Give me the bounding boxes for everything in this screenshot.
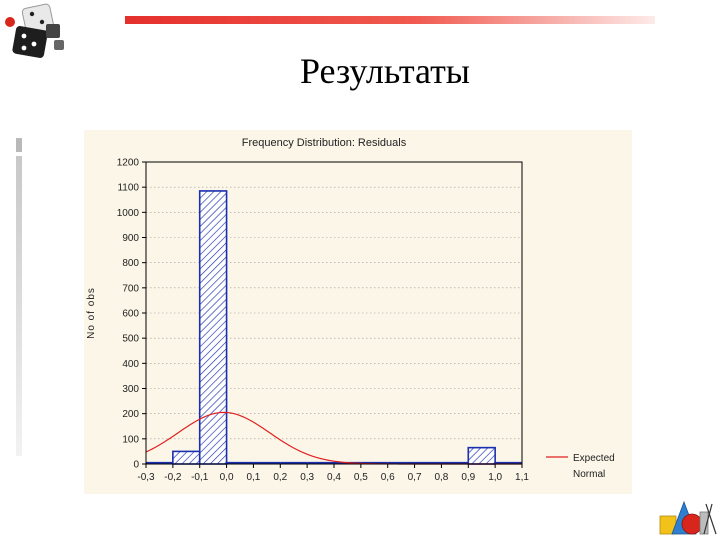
x-tick-label: 0,5 [354, 472, 368, 483]
x-tick-label: -0,3 [137, 472, 155, 483]
y-tick-label: 800 [122, 258, 139, 269]
y-axis-label: No of obs [86, 287, 97, 339]
chart-title: Frequency Distribution: Residuals [242, 137, 407, 149]
x-tick-label: 0,2 [273, 472, 287, 483]
legend-label-normal: Normal [573, 469, 605, 480]
x-tick-label: 0,9 [461, 472, 475, 483]
title-accent-bar [125, 16, 655, 24]
histogram-bar [467, 446, 496, 465]
x-tick-label: 0,4 [327, 472, 341, 483]
x-tick-label: -0,1 [191, 472, 209, 483]
y-tick-label: 100 [122, 434, 139, 445]
grid [146, 186, 522, 440]
y-tick-label: 0 [133, 460, 139, 471]
y-tick-label: 400 [122, 359, 139, 370]
geometry-shapes-icon [659, 500, 717, 535]
y-tick-label: 1100 [117, 183, 139, 194]
x-tick-label: 0,7 [408, 472, 422, 483]
x-tick-label: 0,1 [246, 472, 260, 483]
x-tick-label: 0,8 [434, 472, 448, 483]
x-tick-label: 1,1 [515, 472, 529, 483]
x-tick-label: 0,3 [300, 472, 314, 483]
histogram-bar [198, 190, 228, 465]
x-tick-label: 1,0 [488, 472, 502, 483]
x-tick-label: 0,6 [381, 472, 395, 483]
bars [146, 190, 522, 465]
y-tick-label: 500 [122, 334, 139, 345]
x-tick-label: 0,0 [220, 472, 234, 483]
slide-title: Результаты [300, 51, 470, 91]
chart-panel: Frequency Distribution: Residuals 0 100 20… [84, 130, 632, 494]
plot-frame [145, 161, 523, 465]
x-tick-label: -0,2 [164, 472, 182, 483]
y-tick-label: 700 [122, 283, 139, 294]
y-tick-label: 1000 [117, 208, 140, 219]
dice-icon [5, 3, 64, 58]
x-axis: -0,3 -0,2 -0,1 0,0 0,1 0,2 0,3 0,4 0,5 0,6 0,7 0,8 0… [137, 464, 529, 483]
y-tick-label: 1200 [117, 158, 140, 169]
histogram-chart: Frequency Distribution: Residuals 0 100 20… [86, 137, 615, 483]
legend-label-expected: Expected [573, 453, 615, 464]
y-tick-label: 200 [122, 409, 139, 420]
y-tick-label: 900 [122, 233, 139, 244]
histogram-bar [172, 450, 201, 465]
y-tick-label: 300 [122, 384, 139, 395]
legend: Expected Normal [546, 453, 615, 480]
y-tick-label: 600 [122, 309, 139, 320]
y-axis: 0 100 200 300 400 500 600 700 800 900 1000 1100 1200 [117, 158, 146, 471]
